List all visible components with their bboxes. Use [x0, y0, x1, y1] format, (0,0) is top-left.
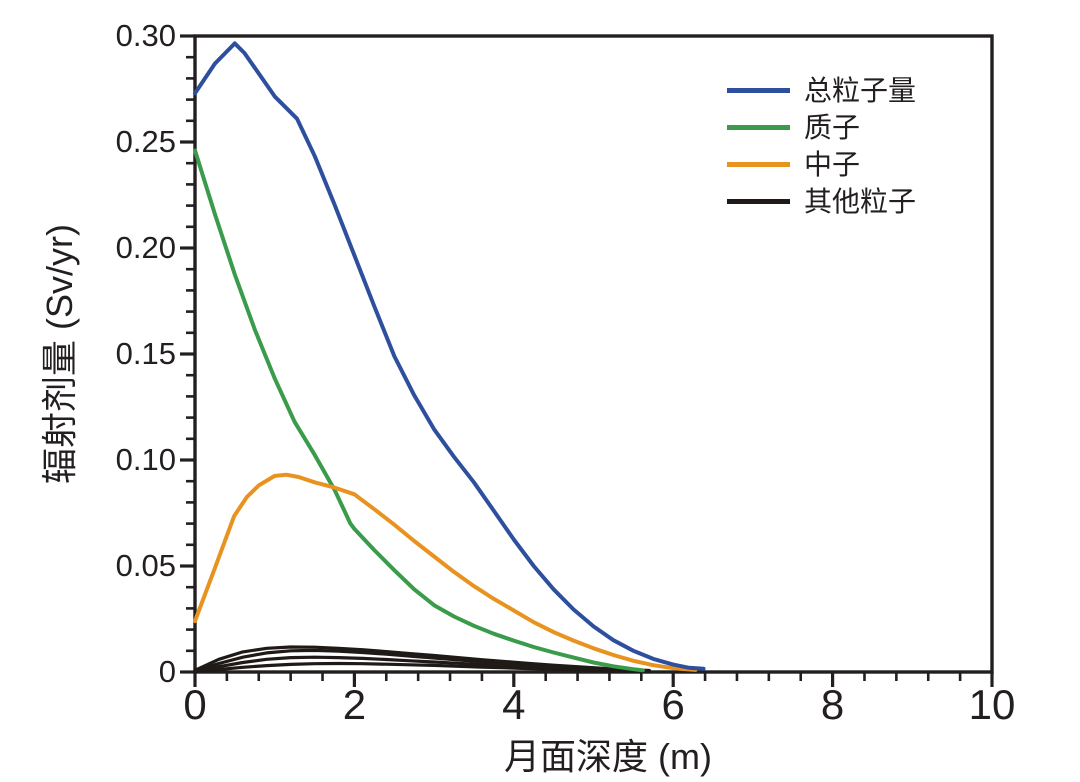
legend-entry-protons: 质子	[727, 109, 916, 146]
y-tick-label: 0.05	[115, 548, 176, 583]
y-tick-label: 0.20	[115, 230, 176, 265]
y-tick-label: 0.30	[115, 18, 176, 53]
y-axis-title: 辐射剂量 (Sv/yr)	[39, 224, 80, 484]
y-tick-label: 0	[158, 654, 176, 689]
x-tick-label: 8	[820, 681, 845, 728]
legend-label-protons: 质子	[804, 111, 861, 143]
y-tick-label: 0.10	[115, 442, 176, 477]
x-tick-label: 0	[183, 681, 207, 728]
series-curve-质子	[193, 148, 645, 673]
other-particles-line-swatch	[727, 199, 790, 204]
x-tick-label: 2	[342, 681, 367, 728]
legend-entry-neutrons: 中子	[727, 146, 916, 183]
y-tick-label: 0.15	[115, 336, 176, 371]
x-tick-label: 4	[502, 681, 526, 728]
legend-label-other: 其他粒子	[804, 185, 917, 217]
series-curve-其他粒子	[193, 661, 651, 674]
x-axis-title: 月面深度 (m)	[504, 736, 712, 777]
series-curve-中子	[193, 472, 698, 672]
legend-entry-total: 总粒子量	[727, 72, 916, 109]
y-tick-label: 0.25	[115, 124, 176, 159]
total-particles-line-swatch	[727, 88, 790, 93]
legend-label-neutrons: 中子	[804, 148, 861, 180]
legend: 总粒子量 质子 中子 其他粒子	[727, 72, 916, 220]
legend-entry-other: 其他粒子	[727, 183, 916, 220]
neutrons-line-swatch	[727, 162, 790, 167]
series-curve-总粒子量	[193, 41, 706, 671]
protons-line-swatch	[727, 125, 790, 130]
x-tick-label: 10	[968, 681, 1016, 728]
x-tick-label: 6	[661, 681, 685, 728]
legend-label-total: 总粒子量	[804, 74, 917, 106]
